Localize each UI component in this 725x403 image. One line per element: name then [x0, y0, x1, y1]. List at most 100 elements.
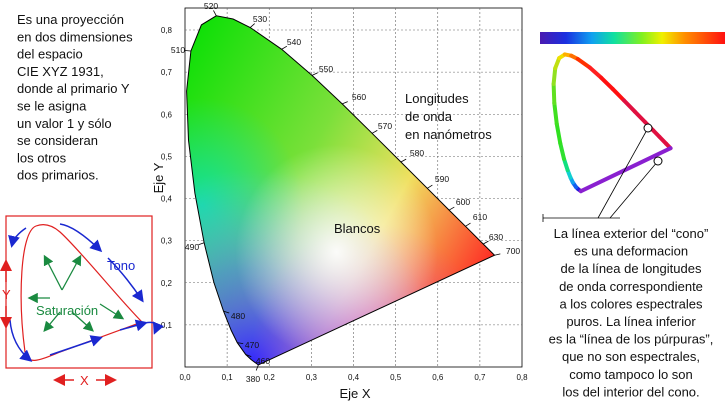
annotation: Longitudes [405, 91, 469, 106]
mini-locus-segment [587, 65, 604, 80]
wavelength-tick [311, 72, 318, 76]
wavelength-tick [400, 158, 407, 163]
intro-line: un valor 1 y sólo [17, 116, 112, 131]
wavelength-tick [255, 364, 259, 371]
circle [653, 156, 663, 166]
intro-line: donde al primario Y [17, 81, 130, 96]
wavelength-label: 480 [231, 311, 245, 321]
mini-locus-segment [551, 81, 557, 106]
wavelength-label: 580 [410, 148, 424, 158]
intro-line: en dos dimensiones [17, 29, 133, 44]
x-tick-label: 0,1 [222, 373, 234, 382]
plot: 0,0 0,1 0,2 0,3 0,4 0,5 0,6 0,7 0,8 0,1 0,2 0,3 0,4 0… [151, 1, 528, 401]
x-tick-label: 0,2 [264, 373, 276, 382]
wavelength-label: 560 [352, 92, 366, 102]
wavelength-label: 510 [171, 45, 185, 55]
line [597, 127, 649, 219]
y-axis-label: Eje Y [151, 162, 166, 193]
mini-locus-segment [599, 75, 615, 91]
wavelength-label: 630 [489, 232, 503, 242]
line [99, 303, 125, 320]
mini-locus-segment [551, 66, 558, 86]
wavelength-tick [213, 10, 217, 16]
note-line: los del interior del cono. [562, 384, 699, 399]
mini-locus-segment [552, 101, 559, 126]
note-line: de onda correspondiente [559, 279, 703, 294]
mini-locus-segment [633, 109, 648, 125]
intro-line: del espacio [17, 47, 83, 62]
inset-x: X [80, 373, 89, 388]
wavelength-label: 520 [204, 1, 218, 11]
wavelength-label: 570 [378, 121, 392, 131]
wavelength-tick [465, 222, 471, 227]
mini-locus-segment [554, 121, 563, 146]
y-tick-label: 0,5 [161, 152, 173, 161]
wavelength-label: 380 [246, 374, 260, 384]
x-tick-label: 0,5 [390, 373, 402, 382]
wavelength-tick [281, 45, 288, 50]
path [119, 319, 148, 332]
wavelength-tick [223, 310, 230, 314]
wavelength-tick [371, 130, 378, 134]
saturacion: Saturación [36, 303, 98, 318]
path [20, 224, 144, 361]
wavelength-tick [427, 184, 433, 189]
y-tick-label: 0,4 [161, 195, 173, 204]
mini-locus-segment [610, 86, 627, 103]
wavelength-label: 470 [245, 340, 259, 350]
wavelength-label: 460 [256, 356, 270, 366]
line [61, 254, 82, 291]
wavelength-tick [448, 206, 455, 211]
wavelength-tick [483, 240, 489, 245]
tono: Tono [107, 258, 135, 273]
spectral-locus [186, 15, 496, 366]
x-tick-label: 0,3 [306, 373, 318, 382]
g [551, 52, 673, 194]
wavelength-label: 610 [473, 212, 487, 222]
annotation: Blancos [334, 221, 381, 236]
intro-line: CIE XYZ 1931, [17, 64, 104, 79]
x-tick-label: 0,4 [348, 373, 360, 382]
annotation: en nanómetros [405, 127, 492, 142]
line [43, 254, 63, 291]
path [59, 223, 103, 253]
inset-y: Y [2, 287, 11, 302]
line [71, 311, 94, 332]
wavelength-tick [494, 253, 501, 256]
path [9, 319, 33, 362]
wavelength-label: 490 [185, 242, 199, 252]
intro-line: se le asigna [17, 99, 87, 114]
circle [643, 123, 653, 133]
note-line: puros. La línea inferior [566, 314, 696, 329]
note-line: a los colores espectrales [559, 296, 703, 311]
path [107, 257, 144, 303]
wavelength-label: 550 [319, 64, 333, 74]
y-tick-label: 0,1 [161, 321, 173, 330]
note-line: es una deformacion [574, 244, 688, 259]
x-tick-label: 0,0 [179, 373, 191, 382]
annotation: de onda [405, 109, 453, 124]
note-line: como tampoco lo son [569, 367, 693, 382]
x-tick-label: 0,8 [516, 373, 528, 382]
y-tick-label: 0,2 [161, 279, 173, 288]
path [49, 335, 103, 356]
y-tick-label: 0,8 [161, 26, 173, 35]
wavelength-tick [198, 242, 205, 246]
x-tick-label: 0,6 [432, 373, 444, 382]
intro-line: se consideran [17, 133, 98, 148]
mini-locus-segment [558, 141, 566, 161]
wavelength-tick [249, 23, 255, 28]
path [144, 321, 164, 335]
rect [540, 32, 725, 44]
wavelength-tick [342, 101, 348, 105]
y-tick-label: 0,3 [161, 237, 173, 246]
texts: Es una proyección en dos dimensiones del e… [17, 12, 713, 399]
intro-line: los otros [17, 150, 67, 165]
note-line: que no son espectrales, [562, 349, 700, 364]
inset: Tono Saturación Y X [0, 215, 164, 388]
purple-line [578, 146, 673, 194]
wavelength-tick [245, 354, 252, 357]
right-panel [540, 32, 725, 222]
y-tick-label: 0,6 [161, 110, 173, 119]
